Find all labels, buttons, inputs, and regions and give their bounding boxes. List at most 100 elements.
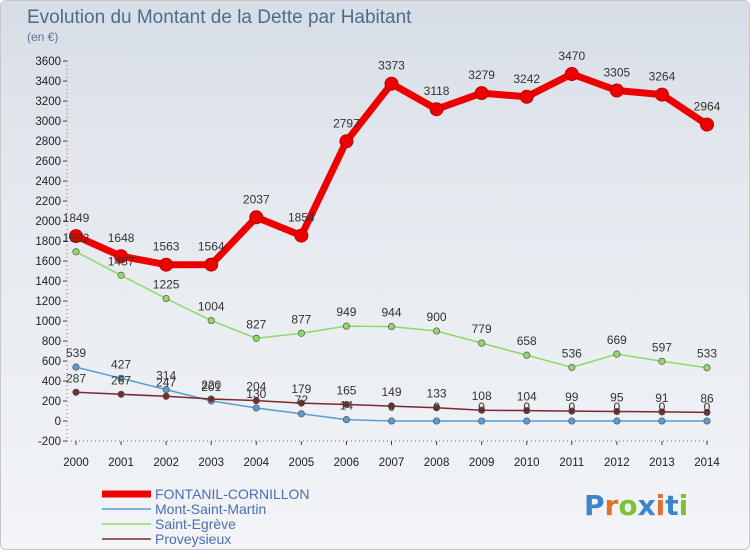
series-point [429,102,444,117]
data-label: 1457 [108,254,135,268]
series-point [162,294,170,303]
data-label: 658 [517,334,537,348]
series-point [568,417,576,425]
series-point [564,67,579,81]
chart-subtitle: (en €) [27,30,58,44]
series-point [568,407,576,415]
data-label: 1563 [153,240,180,254]
data-label: 427 [111,357,131,371]
y-tick-label: 0 [55,416,61,428]
data-label: 1854 [288,211,315,225]
legend: FONTANIL-CORNILLONMont-Saint-MartinSaint… [102,486,310,547]
data-label: 86 [700,391,714,405]
series-point [117,271,125,279]
series-point [114,249,129,264]
series-point [339,134,354,149]
series-point [249,210,264,225]
series-point [478,417,486,425]
data-label: 949 [336,305,356,319]
x-tick-label: 2007 [379,457,405,469]
y-tick-label: 2200 [35,196,61,208]
x-tick-label: 2012 [604,457,630,469]
data-label: 149 [381,385,401,399]
data-label: 91 [655,391,669,405]
data-label: 72 [295,393,309,407]
series-point [72,363,80,371]
data-label: 536 [562,346,582,360]
series-point [523,351,531,359]
data-label: 130 [246,387,266,401]
data-label: 201 [201,380,221,394]
data-label: 247 [156,375,176,389]
series-point [342,416,350,424]
data-label: 0 [388,400,395,414]
series-point [523,407,531,415]
data-label: 0 [478,400,485,414]
x-tick-label: 2009 [469,457,495,469]
series-point [523,417,531,425]
data-label: 108 [472,389,492,403]
data-label: 104 [517,390,537,404]
data-label: 1564 [198,240,225,254]
data-label: 877 [291,312,311,326]
x-tick-label: 2008 [424,457,450,469]
logo-letter: t [665,489,679,522]
data-label: 179 [291,382,311,396]
data-label: 3373 [378,59,405,73]
series-point [207,395,215,403]
series-point [204,257,219,272]
data-label: 267 [111,373,131,387]
legend-label: FONTANIL-CORNILLON [155,486,310,502]
series-point [252,404,260,412]
series-point [478,339,486,347]
series-point [654,87,669,102]
data-label: 597 [652,340,672,354]
data-label: 99 [565,390,579,404]
data-label: 1692 [63,231,90,245]
y-tick-label: 1200 [35,296,61,308]
y-tick-label: 3600 [35,56,61,68]
axes: -200020040060080010001200140016001800200… [35,56,720,469]
x-tick-label: 2003 [198,457,224,469]
x-tick-label: 2001 [108,457,134,469]
series-point [478,406,486,414]
y-tick-label: 2600 [35,156,61,168]
series-point [613,417,621,425]
series-point [384,76,399,91]
series-point [658,408,666,416]
series-point [297,410,305,418]
y-tick-label: -200 [38,436,61,448]
data-label: 779 [472,322,492,336]
series-point [568,363,576,371]
series-line-0 [72,70,711,269]
data-label: 220 [201,378,221,392]
series-point [297,399,305,407]
y-tick-label: 3400 [35,76,61,88]
data-label: 2964 [694,100,721,114]
series-point [387,417,396,425]
series-point [342,322,350,330]
data-label: 3264 [649,70,676,84]
chart-title: Evolution du Montant de la Dette par Hab… [27,7,412,28]
series-point [613,350,621,358]
data-label: 2037 [243,192,270,206]
logo-letter: i [678,489,689,522]
x-tick-label: 2010 [514,457,540,469]
series-point [613,407,621,416]
series-point [433,404,441,412]
data-label: 204 [246,380,266,394]
legend-label: Proveysieux [155,531,231,547]
data-label: 3305 [604,66,631,80]
x-tick-label: 2014 [694,457,720,469]
data-label: 1225 [153,278,180,292]
data-label: 14 [340,399,354,413]
legend-label: Mont-Saint-Martin [155,501,266,517]
data-label: 1648 [108,231,135,245]
y-tick-label: 2400 [35,176,61,188]
series-point [609,83,624,98]
series-point [252,334,260,342]
logo-letter: P [584,489,605,522]
series-point [69,229,83,244]
y-tick-label: 600 [42,356,61,368]
